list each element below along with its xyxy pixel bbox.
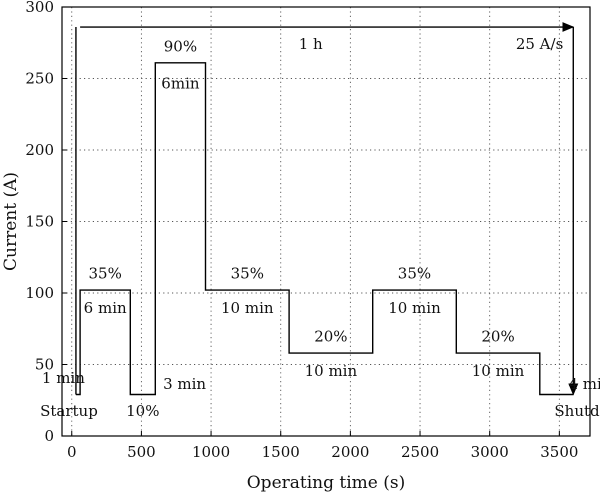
x-tick-label: 2000 (331, 443, 369, 461)
annotation-label: 35% (89, 265, 122, 283)
annotation-layer: 35% 6 min 90% 6min 35% 10 min 20% 10 min 35% 10 m… (40, 37, 600, 420)
ramp-rate-label: 25 A/s (516, 35, 563, 53)
annotation-label: 35% (398, 265, 431, 283)
annotation-label: Shutdown (554, 402, 600, 420)
x-tick-label: 3000 (471, 443, 509, 461)
duration-arrow-layer: 1 h 25 A/s (75, 22, 579, 396)
annotation-label: 10% (126, 402, 159, 420)
y-axis-title: Current (A) (1, 172, 21, 271)
x-tick-label: 500 (127, 443, 156, 461)
series-line-0 (75, 62, 574, 396)
series-layer (75, 62, 574, 396)
y-tick-label: 50 (35, 356, 54, 374)
y-tick-label: 150 (25, 213, 54, 231)
y-tick-label: 250 (25, 70, 54, 88)
x-tick-label: 3500 (540, 443, 578, 461)
x-tick-label: 1000 (192, 443, 230, 461)
annotation-label: 6min (161, 75, 200, 93)
annotation-label: 4 min (569, 375, 600, 393)
annotation-label: 10 min (472, 362, 525, 380)
x-tick-label: 1500 (262, 443, 300, 461)
x-tick-label: 0 (67, 443, 77, 461)
annotation-label: 6 min (84, 299, 127, 317)
x-axis-title: Operating time (s) (247, 473, 406, 493)
x-tick-label: 2500 (401, 443, 439, 461)
annotation-label: 1 min (42, 369, 85, 387)
y-tick-label: 200 (25, 141, 54, 159)
y-tick-label: 100 (25, 284, 54, 302)
y-tick-label: 300 (25, 0, 54, 16)
axis-layer: 0 500 1000 1500 2000 2500 3000 3500 0 50 100 150 200… (25, 0, 578, 461)
annotation-label: 3 min (163, 375, 206, 393)
annotation-label: 35% (231, 265, 264, 283)
annotation-label: 10 min (221, 299, 274, 317)
annotation-label: 10 min (388, 299, 441, 317)
duration-label: 1 h (299, 35, 323, 53)
annotation-label: 10 min (305, 362, 358, 380)
y-tick-label: 0 (44, 427, 54, 445)
annotation-label: 90% (164, 37, 197, 55)
annotation-label: Startup (40, 402, 98, 420)
annotation-label: 20% (481, 328, 514, 346)
annotation-label: 20% (314, 328, 347, 346)
